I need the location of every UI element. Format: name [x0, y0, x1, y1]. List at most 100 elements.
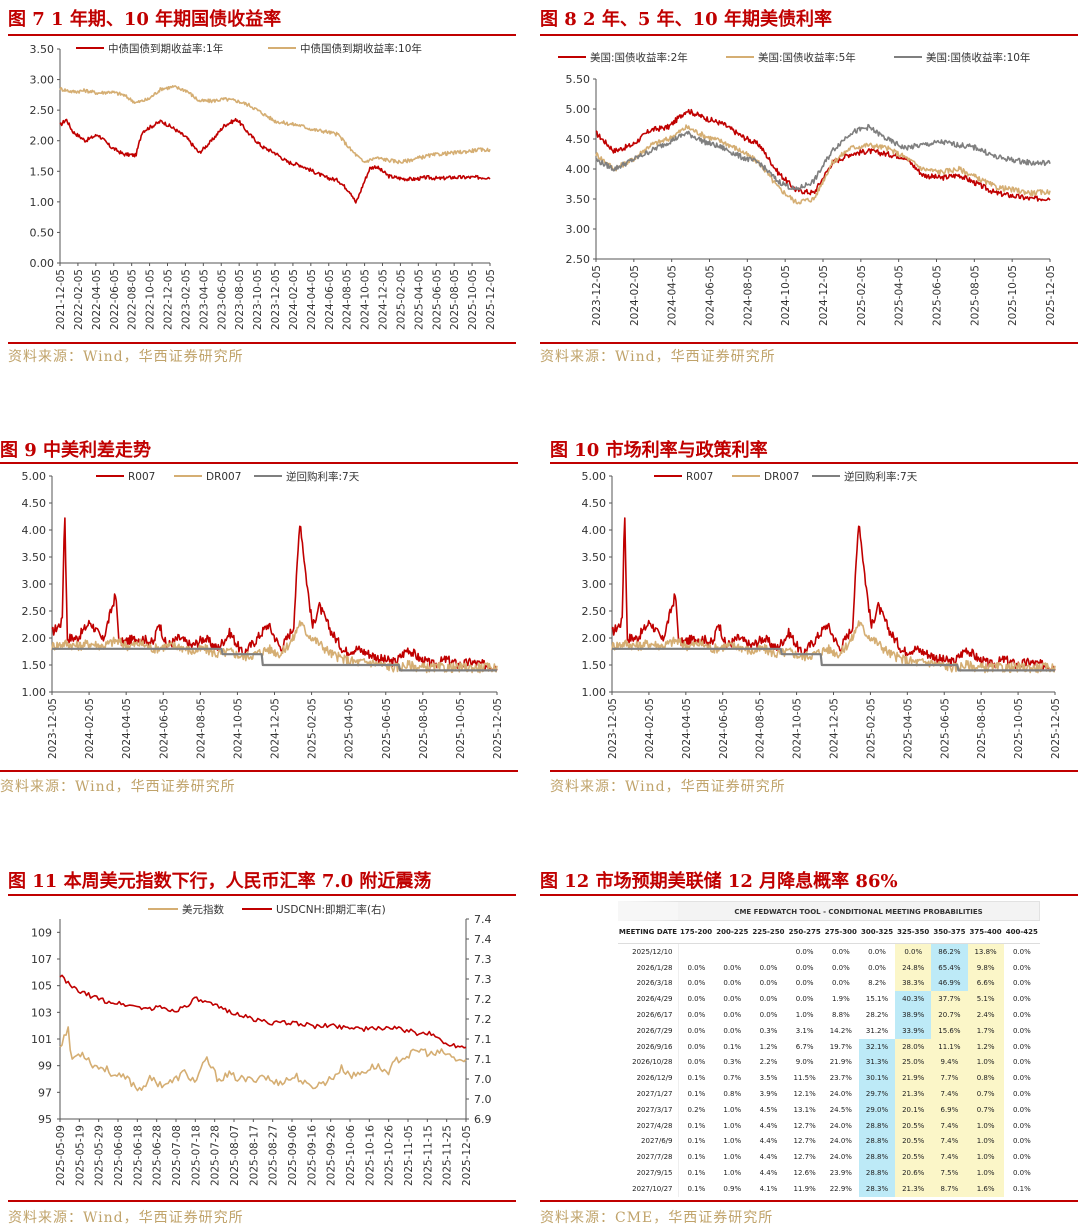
- y-left-tick-label: 103: [31, 1006, 52, 1019]
- fedwatch-cell: 0.0%: [677, 975, 715, 992]
- x-tick-label: 2025-06-05: [939, 698, 951, 759]
- figure-9-rule: [0, 462, 518, 464]
- x-tick-label: 2024-04-05: [121, 698, 133, 759]
- x-tick-label: 2025-09-06: [287, 1125, 299, 1186]
- x-tick-label: 2021-12-05: [55, 269, 67, 330]
- x-tick-label: 2025-10-05: [1013, 698, 1025, 759]
- fedwatch-cell: 12.7%: [793, 1153, 816, 1162]
- figure-11-rule: [8, 894, 516, 896]
- fedwatch-cell: 0.0%: [677, 1054, 715, 1071]
- x-tick-label: 2025-10-26: [384, 1125, 396, 1186]
- legend-label: 美元指数: [182, 903, 224, 916]
- fedwatch-cell: 24.0%: [829, 1137, 852, 1146]
- fedwatch-cell: 0.1%: [677, 1180, 715, 1197]
- y-left-tick-label: 107: [31, 953, 52, 966]
- fedwatch-cell: 0.1%: [677, 1149, 715, 1166]
- fedwatch-meeting-date: 2026/10/28: [632, 1058, 673, 1067]
- fedwatch-cell: 1.0%: [967, 1133, 1004, 1150]
- x-tick-label: 2025-08-05: [969, 265, 981, 326]
- x-tick-label: 2024-06-05: [324, 269, 336, 330]
- figure-7-source: 资料来源：Wind，华西证券研究所: [8, 349, 244, 365]
- fedwatch-cell: 1.7%: [967, 1022, 1004, 1039]
- figure-11-title: 图 11 本周美元指数下行，人民币汇率 7.0 附近震荡: [8, 871, 432, 892]
- legend-label: R007: [686, 471, 713, 483]
- figure-8-bottom-rule: [540, 342, 1078, 344]
- fedwatch-cell: 7.7%: [931, 1070, 968, 1087]
- fedwatch-cell: 0.1%: [677, 1070, 715, 1087]
- x-tick-label: 2025-11-15: [422, 1125, 434, 1186]
- fedwatch-cell: 0.0%: [1012, 1105, 1031, 1114]
- x-tick-label: 2022-12-05: [163, 269, 175, 330]
- y-left-tick-label: 97: [38, 1086, 52, 1099]
- fedwatch-cell: 1.0%: [723, 1105, 742, 1114]
- y-right-tick-label: 7.3: [474, 953, 492, 966]
- fedwatch-table: MEETING DATE 175-200 200-225 225-250 250-275…: [618, 921, 1040, 1197]
- fedwatch-cell: 3.1%: [795, 1026, 814, 1035]
- x-tick-label: 2025-02-05: [395, 269, 407, 330]
- fedwatch-cell: 28.3%: [858, 1180, 896, 1197]
- x-tick-label: 2024-12-05: [818, 265, 830, 326]
- fedwatch-cell: 4.4%: [759, 1169, 778, 1178]
- fedwatch-col-header: MEETING DATE: [618, 921, 678, 944]
- figure-10-bottom-rule: [550, 770, 1078, 772]
- x-tick-label: 2024-06-05: [718, 698, 730, 759]
- figure-10-panel: 图 10 市场利率与政策利率 5.00 4.50 4.00 3.50 3.00 2.50 2…: [550, 436, 1080, 801]
- fedwatch-meeting-date: 2027/10/27: [632, 1184, 673, 1193]
- x-tick-label: 2024-04-05: [306, 269, 318, 330]
- fedwatch-col-header: 400-425: [1003, 921, 1040, 944]
- x-tick-label: 2025-05-09: [55, 1125, 67, 1186]
- fedwatch-cell: 20.6%: [895, 1165, 932, 1181]
- y-tick-label: 4.50: [582, 497, 607, 510]
- legend-label: DR007: [206, 471, 241, 483]
- x-tick-label: 2025-07-08: [171, 1125, 183, 1186]
- x-tick-label: 2024-12-05: [378, 269, 390, 330]
- fedwatch-cell: 11.9%: [793, 1184, 816, 1193]
- fedwatch-cell: 28.0%: [895, 1038, 932, 1055]
- fedwatch-cell: 0.0%: [1012, 1153, 1031, 1162]
- fedwatch-cell: 0.0%: [831, 963, 850, 972]
- fedwatch-cell: 13.1%: [793, 1105, 816, 1114]
- fedwatch-row: 2026/9/16 0.0% 0.1% 1.2% 6.7% 19.7% 32.1% 28.0%…: [618, 1038, 1040, 1055]
- x-tick-label: 2024-02-05: [84, 698, 96, 759]
- fedwatch-cell: 21.3%: [895, 1086, 932, 1102]
- fedwatch-cell: 1.0%: [967, 1165, 1004, 1181]
- series-line-逆回购利率:7天: [612, 647, 1055, 672]
- fedwatch-cell: 0.0%: [795, 947, 814, 956]
- fedwatch-cell: 0.9%: [723, 1184, 742, 1193]
- fedwatch-cell: 1.0%: [967, 1149, 1004, 1166]
- fedwatch-row: 2026/10/28 0.0% 0.3% 2.2% 9.0% 21.9% 31.3% 25.0…: [618, 1054, 1040, 1071]
- fedwatch-cell: 1.2%: [967, 1038, 1004, 1055]
- fedwatch-cell: 1.0%: [723, 1121, 742, 1130]
- fedwatch-cell: 31.3%: [858, 1054, 896, 1071]
- x-tick-label: 2023-06-05: [216, 269, 228, 330]
- fedwatch-row: 2026/4/29 0.0% 0.0% 0.0% 0.0% 1.9% 15.1% 40.3% 3…: [618, 991, 1040, 1008]
- figure-8-title: 图 8 2 年、5 年、10 年期美债利率: [540, 9, 832, 30]
- fedwatch-cell: 1.6%: [967, 1180, 1004, 1197]
- x-tick-label: 2025-08-05: [418, 698, 430, 759]
- y-tick-label: 3.00: [22, 578, 47, 591]
- y-tick-label: 1.50: [22, 659, 47, 672]
- fedwatch-cell: 29.0%: [858, 1101, 896, 1118]
- x-tick-label: 2025-09-16: [306, 1125, 318, 1186]
- legend-label: 美国:国债收益率:10年: [926, 51, 1030, 64]
- y-tick-label: 1.00: [582, 686, 607, 699]
- fedwatch-cell: 14.2%: [829, 1026, 852, 1035]
- fedwatch-cell: 0.0%: [1012, 1074, 1031, 1083]
- fedwatch-cell: 6.9%: [931, 1101, 968, 1118]
- y-tick-label: 1.50: [582, 659, 607, 672]
- fedwatch-cell: 0.0%: [677, 1038, 715, 1055]
- fedwatch-table-wrap: CME FEDWATCH TOOL - CONDITIONAL MEETING …: [618, 901, 1040, 1197]
- x-tick-label: 2025-08-05: [449, 269, 461, 330]
- figure-9-source: 资料来源：Wind，华西证券研究所: [0, 779, 236, 795]
- x-tick-label: 2025-10-05: [467, 269, 479, 330]
- fedwatch-cell: 7.4%: [931, 1149, 968, 1166]
- figure-10-rule: [550, 462, 1078, 464]
- fedwatch-meeting-date: 2026/1/28: [636, 963, 673, 972]
- fedwatch-cell: 13.8%: [967, 943, 1004, 960]
- fedwatch-cell: 6.7%: [795, 1042, 814, 1051]
- fedwatch-cell: 4.4%: [759, 1137, 778, 1146]
- fedwatch-cell: 28.8%: [858, 1165, 896, 1181]
- fedwatch-cell: 12.1%: [793, 1090, 816, 1099]
- series-line-中债国债到期收益率:10年: [59, 85, 491, 165]
